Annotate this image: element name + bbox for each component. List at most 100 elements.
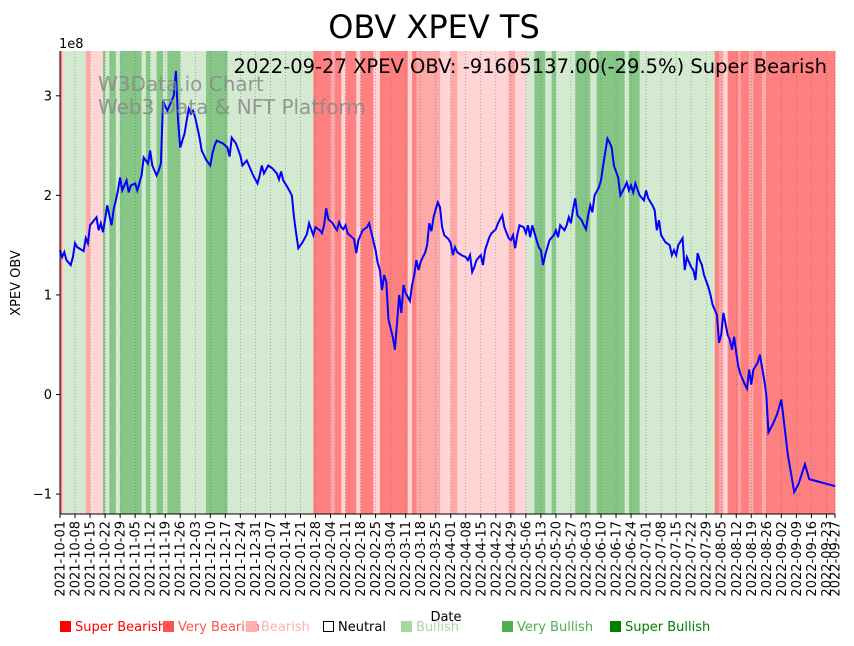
x-tick-label: 2021-12-24 xyxy=(234,521,249,597)
signal-band xyxy=(356,51,361,514)
x-tick-label: 2022-07-08 xyxy=(655,521,670,597)
x-tick-label: 2022-01-14 xyxy=(279,521,294,597)
y-ticks: −1 0 1 2 3 xyxy=(33,89,60,503)
signal-band xyxy=(412,51,417,514)
signal-band xyxy=(762,51,767,514)
x-tick-label: 2021-10-08 xyxy=(69,521,84,597)
x-tick-label: 2022-06-24 xyxy=(625,521,640,597)
x-tick-label: 2022-02-25 xyxy=(369,521,384,597)
x-tick-label: 2022-07-01 xyxy=(640,521,655,597)
signal-band xyxy=(590,51,598,514)
signal-band xyxy=(407,51,413,514)
x-tick-label: 2022-03-04 xyxy=(384,521,399,597)
chart-title: OBV XPEV TS xyxy=(328,8,540,46)
annotation-text: 2022-09-27 XPEV OBV: -91605137.00(-29.5%… xyxy=(234,55,827,78)
signal-band xyxy=(90,51,104,514)
x-tick-label: 2022-04-15 xyxy=(474,521,489,597)
x-tick-label: 2022-01-28 xyxy=(309,521,324,597)
signal-band xyxy=(141,51,147,514)
signal-band xyxy=(85,51,91,514)
x-tick-label: 2022-08-26 xyxy=(760,521,775,597)
x-tick-label: 2022-09-09 xyxy=(790,521,805,597)
x-tick-label: 2021-12-17 xyxy=(219,521,234,597)
x-tick-label: 2022-03-18 xyxy=(414,521,429,597)
signal-bands xyxy=(60,51,836,514)
x-tick-label: 2021-12-10 xyxy=(204,521,219,597)
signal-band xyxy=(416,51,441,514)
x-tick-label: 2022-02-04 xyxy=(324,521,339,597)
signal-band xyxy=(334,51,342,514)
signal-band xyxy=(115,51,121,514)
signal-band xyxy=(639,51,716,514)
legend-item-super-bearish: Super Bearish xyxy=(60,620,166,635)
x-tick-label: 2021-11-05 xyxy=(129,521,144,597)
x-tick-label: 2022-08-05 xyxy=(715,521,730,597)
watermark-line-1: W3Data.io Chart xyxy=(98,72,264,96)
x-tick-label: 2022-04-29 xyxy=(504,521,519,597)
signal-band xyxy=(738,51,741,514)
x-tick-label: 2022-06-03 xyxy=(579,521,594,597)
signal-band xyxy=(341,51,346,514)
signal-band xyxy=(723,51,729,514)
x-tick-label: 2022-09-16 xyxy=(805,521,820,597)
signal-band xyxy=(62,51,65,514)
x-tick-label: 2022-09-27 xyxy=(829,521,844,597)
x-tick-label: 2022-07-22 xyxy=(685,521,700,597)
x-ticks: 2021-10-01 2021-10-08 2021-10-15 2021-10-22… xyxy=(54,514,844,597)
signal-band xyxy=(156,51,164,514)
obv-series-line xyxy=(59,70,836,496)
x-tick-label: 2022-03-11 xyxy=(399,521,414,597)
y-tick-label: 3 xyxy=(44,89,52,104)
signal-band xyxy=(205,51,228,514)
x-tick-label: 2021-10-22 xyxy=(99,521,114,597)
x-tick-label: 2021-11-19 xyxy=(159,521,174,597)
signal-band xyxy=(766,51,836,514)
x-tick-label: 2022-04-01 xyxy=(444,521,459,597)
y-tick-label: 0 xyxy=(44,388,52,403)
x-tick-label: 2022-05-20 xyxy=(549,521,564,597)
x-tick-label: 2021-10-15 xyxy=(84,521,99,597)
x-tick-label: 2022-01-21 xyxy=(294,521,309,597)
y-axis-label: XPEV OBV xyxy=(9,250,24,316)
signal-band xyxy=(167,51,181,514)
signal-band xyxy=(150,51,158,514)
signal-band xyxy=(714,51,720,514)
legend: Super Bearish Very Bearish Bearish Neutr… xyxy=(0,620,854,640)
signal-band xyxy=(596,51,626,514)
y-tick-label: 1 xyxy=(44,288,52,303)
signal-band xyxy=(628,51,641,514)
x-tick-label: 2022-08-19 xyxy=(745,521,760,597)
signal-band xyxy=(575,51,591,514)
x-tick-label: 2022-07-15 xyxy=(670,521,685,597)
signal-band xyxy=(450,51,458,514)
x-tick-label: 2022-04-08 xyxy=(459,521,474,597)
x-tick-label: 2022-05-06 xyxy=(519,521,534,597)
signal-band xyxy=(457,51,510,514)
signal-band xyxy=(545,51,553,514)
x-tick-label: 2021-12-03 xyxy=(189,521,204,597)
x-tick-label: 2021-11-26 xyxy=(174,521,189,597)
x-tick-label: 2022-06-17 xyxy=(610,521,625,597)
signal-band xyxy=(105,51,110,514)
signal-band xyxy=(180,51,207,514)
x-tick-label: 2021-12-31 xyxy=(249,521,264,597)
signal-band xyxy=(360,51,374,514)
signal-band xyxy=(555,51,576,514)
legend-item-super-bullish: Super Bullish xyxy=(610,620,710,635)
x-tick-label: 2022-02-18 xyxy=(354,521,369,597)
x-tick-label: 2022-08-12 xyxy=(730,521,745,597)
signal-band xyxy=(551,51,557,514)
signal-band xyxy=(525,51,535,514)
x-tick-label: 2022-05-13 xyxy=(534,521,549,597)
signal-band xyxy=(102,51,106,514)
signal-band xyxy=(373,51,381,514)
x-tick-label: 2021-11-12 xyxy=(144,521,159,597)
signal-band xyxy=(120,51,142,514)
signal-band xyxy=(534,51,546,514)
x-axis-label: Date xyxy=(430,610,461,625)
signal-band xyxy=(508,51,516,514)
vertical-gridlines xyxy=(59,51,836,514)
x-tick-label: 2022-01-07 xyxy=(264,521,279,597)
x-tick-label: 2022-02-11 xyxy=(339,521,354,597)
